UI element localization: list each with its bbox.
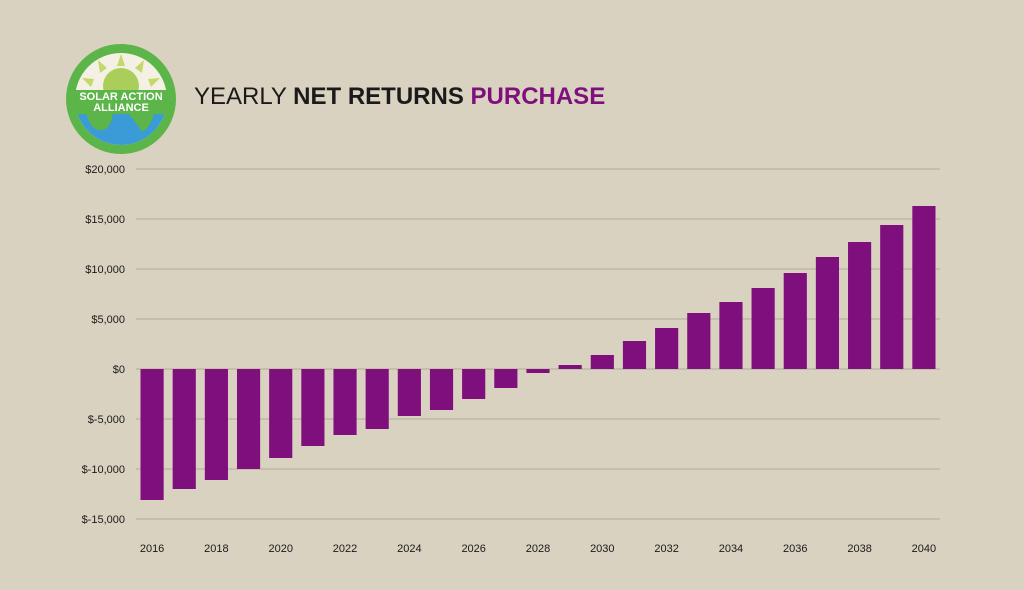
solar-action-alliance-logo: SOLAR ACTION ALLIANCE <box>66 44 176 154</box>
title-part-yearly: YEARLY <box>194 83 294 110</box>
bar-2026 <box>462 369 486 399</box>
x-tick-label: 2040 <box>912 543 936 555</box>
bar-2016 <box>140 369 164 500</box>
bar-2040 <box>912 206 936 369</box>
bar-2019 <box>236 369 261 469</box>
bar-2027 <box>494 369 518 388</box>
title-part-net-returns: NET RETURNS <box>293 83 471 110</box>
x-tick-label: 2034 <box>719 543 743 555</box>
x-tick-label: 2018 <box>204 543 228 555</box>
x-tick-label: 2022 <box>333 543 357 555</box>
bar-2023 <box>365 369 389 429</box>
bar-2029 <box>558 365 582 369</box>
bar-2030 <box>590 355 614 369</box>
bar-2034 <box>719 302 743 369</box>
bar-2024 <box>397 369 421 416</box>
title-part-purchase: PURCHASE <box>470 83 606 110</box>
x-tick-label: 2024 <box>397 543 421 555</box>
bar-2033 <box>687 313 711 369</box>
y-tick-label: $-15,000 <box>82 514 125 526</box>
y-axis-ticks: $20,000 $15,000 $10,000 $5,000 $0 $-5,000 $-10… <box>82 164 125 526</box>
bar-2035 <box>751 288 775 369</box>
bar-2031 <box>622 341 647 369</box>
bar-2018 <box>204 369 228 480</box>
bars <box>140 206 936 500</box>
y-tick-label: $10,000 <box>85 264 125 276</box>
bar-2036 <box>783 273 807 369</box>
y-tick-label: $-5,000 <box>88 414 125 426</box>
bar-2022 <box>333 369 357 435</box>
bar-2039 <box>880 225 904 369</box>
bar-2038 <box>848 242 872 369</box>
bar-2021 <box>301 369 325 446</box>
x-tick-label: 2032 <box>654 543 678 555</box>
y-tick-label: $0 <box>113 364 125 376</box>
bar-2025 <box>429 369 454 410</box>
bar-2017 <box>172 369 196 489</box>
y-tick-label: $-10,000 <box>82 464 125 476</box>
logo-line-2: ALLIANCE <box>93 102 149 114</box>
y-tick-label: $20,000 <box>85 164 125 176</box>
bar-2037 <box>815 257 840 369</box>
bar-2020 <box>269 369 293 458</box>
y-tick-label: $5,000 <box>91 314 125 326</box>
x-tick-label: 2030 <box>590 543 614 555</box>
y-tick-label: $15,000 <box>85 214 125 226</box>
x-tick-label: 2028 <box>526 543 550 555</box>
x-tick-label: 2020 <box>268 543 292 555</box>
x-tick-label: 2038 <box>847 543 871 555</box>
x-tick-label: 2016 <box>140 543 164 555</box>
bar-2028 <box>526 369 550 373</box>
x-axis-ticks: 2016 2018 2020 2022 2024 2026 2028 2030 2032 2034… <box>140 543 936 555</box>
chart-title: YEARLY NET RETURNS PURCHASE <box>194 82 605 112</box>
bar-2032 <box>655 328 679 369</box>
x-tick-label: 2036 <box>783 543 807 555</box>
x-tick-label: 2026 <box>461 543 485 555</box>
logo-line-1: SOLAR ACTION <box>79 91 162 103</box>
